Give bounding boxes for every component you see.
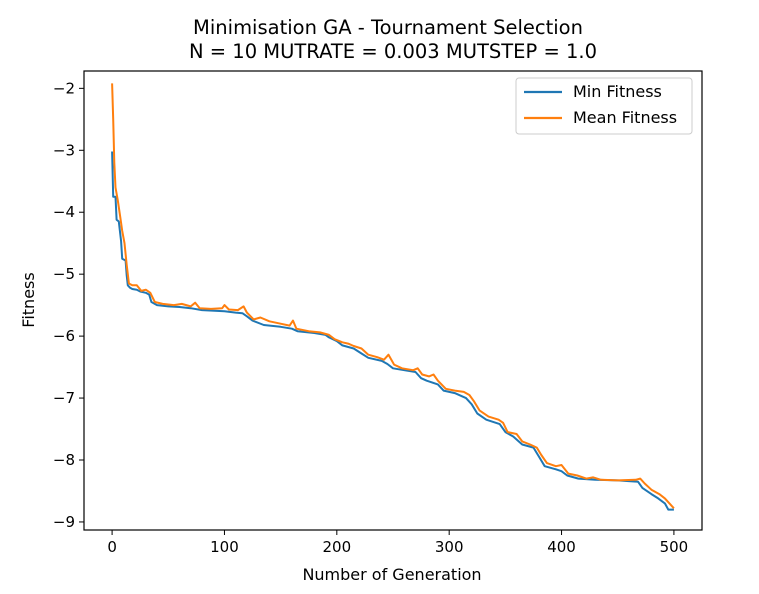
y-tick-label: −6 [53,327,75,345]
y-axis: −9 −8 −7 −6 −5 −4 −3 −2 [53,79,84,531]
y-tick-label: −9 [53,513,75,531]
chart-subtitle: N = 10 MUTRATE = 0.003 MUTSTEP = 1.0 [189,40,597,63]
y-tick-label: −5 [53,265,75,283]
plot-lines [111,83,675,511]
x-axis-label: Number of Generation [302,565,481,584]
legend-entry-min-fitness: Min Fitness [573,82,662,101]
x-tick-label: 400 [547,538,576,556]
y-tick-label: −3 [53,141,75,159]
y-tick-label: −2 [53,79,75,97]
series-line-mean-fitness [111,83,675,509]
x-axis: 0 100 200 300 400 500 [107,530,688,556]
y-tick-label: −4 [53,203,75,221]
legend: Min Fitness Mean Fitness [515,77,693,135]
x-tick-label: 100 [210,538,239,556]
y-axis-label: Fitness [19,272,38,327]
series-line-min-fitness [111,151,674,511]
x-tick-label: 500 [660,538,689,556]
chart-title: Minimisation GA - Tournament Selection [193,16,583,39]
x-tick-label: 0 [107,538,117,556]
y-tick-label: −8 [53,451,75,469]
x-tick-label: 200 [322,538,351,556]
y-tick-label: −7 [53,389,75,407]
plot-frame [83,70,703,531]
legend-entry-mean-fitness: Mean Fitness [573,108,677,127]
x-tick-label: 300 [435,538,464,556]
